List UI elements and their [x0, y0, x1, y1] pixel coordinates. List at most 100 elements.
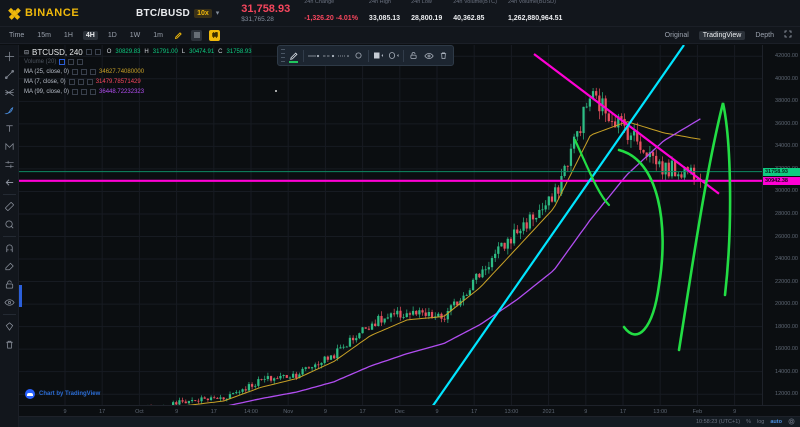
- chart-container[interactable]: ⊟ BTCUSD, 240 O 30829.83 H 31791.00 L 30474…: [19, 45, 800, 427]
- binance-logo[interactable]: BINANCE: [5, 4, 128, 22]
- eye-icon[interactable]: [422, 48, 435, 63]
- ma99-settings-icon[interactable]: [72, 89, 79, 95]
- auto-scale-button[interactable]: auto: [770, 419, 782, 425]
- drawing-tools-sidebar: [0, 45, 19, 427]
- ma7-eye-icon[interactable]: [77, 79, 84, 85]
- time-tick: 17: [99, 409, 106, 415]
- color-swatch-icon[interactable]: [372, 48, 385, 63]
- legend-ma99-row: MA (99, close, 0) 36448.72232323: [24, 87, 252, 97]
- log-scale-button[interactable]: log: [757, 419, 765, 425]
- ruler-icon[interactable]: [1, 198, 18, 215]
- line-dotted-icon[interactable]: [337, 48, 350, 63]
- stat-volume-busd: 24h Volume(BUSD) 1,262,880,964.51: [508, 0, 563, 27]
- trash-icon[interactable]: [1, 336, 18, 353]
- volume-label: Volume (20): [24, 59, 57, 65]
- view-original[interactable]: Original: [664, 31, 689, 39]
- price-tick: 38000.00: [775, 98, 798, 105]
- price-scale[interactable]: 42000.00 40000.00 38000.00 36000.00 34000.00…: [762, 45, 800, 420]
- time-tick: 14:00: [244, 409, 258, 415]
- floating-draw-toolbar[interactable]: [277, 45, 454, 66]
- indicators-icon[interactable]: [191, 29, 203, 41]
- collapse-icon[interactable]: ⊟: [24, 49, 30, 56]
- stat-label: 24h Volume(BUSD): [507, 0, 556, 6]
- volume-remove-icon[interactable]: [77, 59, 84, 65]
- toolbar-divider: [303, 49, 304, 62]
- ohlc-high-key: H: [144, 49, 149, 55]
- price-tick: 22000.00: [775, 278, 798, 285]
- fib-retracement-icon[interactable]: [1, 84, 18, 101]
- percent-scale-button[interactable]: %: [746, 419, 752, 425]
- time-tick: 2021: [542, 409, 555, 415]
- ma99-remove-icon[interactable]: [90, 89, 97, 95]
- magnet-icon[interactable]: [1, 240, 18, 257]
- time-tick: Nov: [283, 409, 294, 415]
- settings-circle-icon[interactable]: [352, 48, 365, 63]
- eraser-icon[interactable]: [1, 258, 18, 275]
- eye-icon[interactable]: [1, 294, 18, 311]
- stat-low: 24h Low 28,800.19: [411, 0, 442, 27]
- timeframe-4h[interactable]: 4H: [82, 30, 98, 40]
- ma25-remove-icon[interactable]: [90, 69, 97, 75]
- chart-legend: ⊟ BTCUSD, 240 O 30829.83 H 31791.00 L 30474…: [24, 47, 252, 97]
- timeframe-1w[interactable]: 1W: [129, 31, 141, 39]
- time-tick: 13:00: [653, 409, 668, 415]
- arrow-left-icon[interactable]: [1, 174, 18, 191]
- toolbar-divider: [2, 236, 16, 237]
- cursor-dot: [275, 90, 277, 92]
- zoom-icon[interactable]: [1, 216, 18, 233]
- legend-eye-icon[interactable]: [85, 49, 92, 55]
- price-plot: [19, 45, 762, 405]
- trend-line-icon[interactable]: [1, 66, 18, 83]
- view-depth[interactable]: Depth: [755, 31, 774, 39]
- gear-icon[interactable]: [788, 418, 795, 427]
- volume-settings-icon[interactable]: [59, 59, 66, 65]
- lock-icon[interactable]: [1, 276, 18, 293]
- long-position-icon[interactable]: [1, 156, 18, 173]
- time-tick: Oct: [135, 409, 144, 415]
- stat-label: 24h Volume(BTC): [453, 0, 497, 6]
- timeframe-1d[interactable]: 1D: [107, 31, 117, 39]
- view-tradingview[interactable]: TradingView: [698, 30, 746, 40]
- time-tick: 13:00: [504, 409, 519, 415]
- pattern-icon[interactable]: [1, 138, 18, 155]
- pair-selector[interactable]: BTC/BUSD 10x ▾: [136, 8, 219, 19]
- binance-logo-icon: [5, 4, 23, 22]
- line-dashed-icon[interactable]: [322, 48, 335, 63]
- timeframe-15m[interactable]: 15m: [37, 31, 51, 39]
- pencil-icon[interactable]: [173, 30, 184, 41]
- stat-value: 28,800.19: [411, 15, 443, 23]
- candle-style-icon[interactable]: [209, 29, 221, 41]
- line-thin-icon[interactable]: [307, 48, 320, 63]
- hide-drawings-icon[interactable]: [1, 318, 18, 335]
- pencil-icon[interactable]: [287, 48, 300, 63]
- lock-icon[interactable]: [407, 48, 420, 63]
- timeframe-1m[interactable]: 1m: [153, 31, 164, 39]
- crosshair-icon[interactable]: [1, 48, 18, 65]
- text-icon[interactable]: [1, 120, 18, 137]
- volume-eye-icon[interactable]: [68, 59, 75, 65]
- fullscreen-icon[interactable]: [784, 30, 792, 40]
- time-tick: 9: [63, 409, 67, 415]
- timeframe-1h[interactable]: 1H: [63, 31, 73, 39]
- trash-icon[interactable]: [437, 48, 450, 63]
- legend-volume-row: Volume (20): [24, 57, 252, 67]
- time-tick: Dec: [394, 409, 405, 415]
- ohlc-low-key: L: [181, 49, 186, 55]
- price-tick: 36000.00: [775, 120, 798, 127]
- stat-high: 24h High 33,085.13: [369, 0, 400, 27]
- legend-remove-icon[interactable]: [94, 49, 101, 55]
- time-tick: Feb: [692, 409, 703, 415]
- ma7-settings-icon[interactable]: [68, 79, 75, 85]
- chevron-down-icon[interactable]: ▾: [215, 10, 220, 17]
- tradingview-watermark[interactable]: Chart by TradingView: [25, 389, 100, 399]
- ma25-settings-icon[interactable]: [72, 69, 79, 75]
- price-tick: 14000.00: [775, 368, 798, 375]
- ma99-eye-icon[interactable]: [81, 89, 88, 95]
- ma7-remove-icon[interactable]: [86, 79, 93, 85]
- brush-icon[interactable]: [1, 102, 18, 119]
- drag-handle-icon[interactable]: [281, 49, 285, 62]
- plot-area[interactable]: Chart by TradingView: [19, 45, 762, 405]
- ma25-eye-icon[interactable]: [81, 69, 88, 75]
- ohlc-open-value: 30829.83: [115, 49, 141, 55]
- shape-style-icon[interactable]: [387, 48, 400, 63]
